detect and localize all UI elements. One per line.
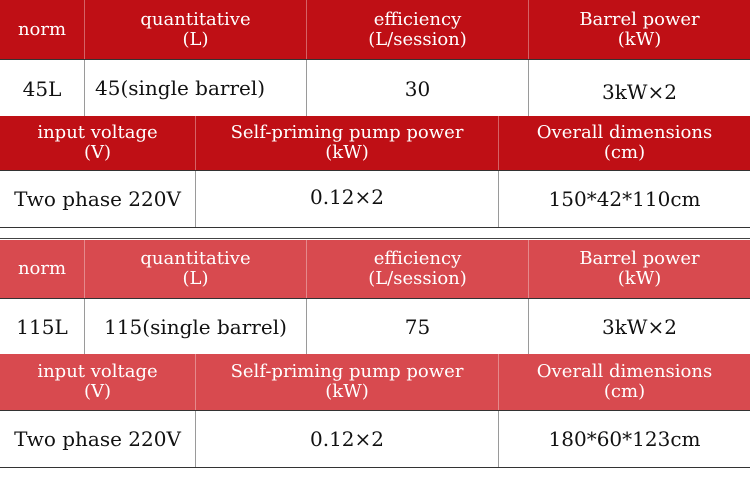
value-dimensions: 150*42*110cm xyxy=(498,171,750,227)
value-efficiency: 30 xyxy=(306,60,528,117)
spec-header-row-2: input voltage (V) Self-priming pump powe… xyxy=(0,116,750,170)
value-dimensions: 180*60*123cm xyxy=(498,411,750,467)
header-dimensions-unit: (cm) xyxy=(603,142,646,163)
header-input-voltage-unit: (V) xyxy=(83,142,112,163)
value-norm: 45L xyxy=(0,60,84,117)
table-divider xyxy=(0,238,750,239)
header-quantitative-label: quantitative xyxy=(140,9,251,30)
header-barrel-power-label: Barrel power xyxy=(579,9,700,30)
value-norm: 115L xyxy=(0,299,84,355)
header-quantitative-label: quantitative xyxy=(140,248,251,269)
header-barrel-power-unit: (kW) xyxy=(617,29,662,50)
value-input-voltage-text: Two phase 220V xyxy=(14,187,181,211)
value-barrel-power-text: 3kW×2 xyxy=(602,315,677,339)
header-dimensions: Overall dimensions (cm) xyxy=(498,116,750,170)
header-input-voltage-unit: (V) xyxy=(83,381,112,402)
value-quantitative-text: 115(single barrel) xyxy=(104,315,287,339)
header-input-voltage-label: input voltage xyxy=(37,361,158,382)
spec-table-115l: norm quantitative (L) efficiency (L/sess… xyxy=(0,240,750,468)
spec-table-45l: norm quantitative (L) efficiency (L/sess… xyxy=(0,0,750,228)
header-pump-power: Self-priming pump power (kW) xyxy=(195,354,498,410)
header-quantitative-unit: (L) xyxy=(182,29,209,50)
value-input-voltage: Two phase 220V xyxy=(0,411,195,467)
spec-value-row: 45L 45(single barrel) 30 3kW×2 xyxy=(0,59,750,118)
value-dimensions-text: 180*60*123cm xyxy=(548,427,701,451)
header-pump-power: Self-priming pump power (kW) xyxy=(195,116,498,170)
value-quantitative-text: 45(single barrel) xyxy=(95,76,266,100)
header-barrel-power-label: Barrel power xyxy=(579,248,700,269)
header-norm-label: norm xyxy=(17,258,67,279)
header-dimensions: Overall dimensions (cm) xyxy=(498,354,750,410)
header-efficiency-unit: (L/session) xyxy=(368,29,467,50)
header-dimensions-label: Overall dimensions xyxy=(536,122,713,143)
spec-value-row-2: Two phase 220V 0.12×2 180*60*123cm xyxy=(0,410,750,468)
header-barrel-power: Barrel power (kW) xyxy=(528,240,750,298)
value-pump-power-text: 0.12×2 xyxy=(309,427,384,451)
value-norm-text: 115L xyxy=(16,315,68,339)
header-input-voltage: input voltage (V) xyxy=(0,116,195,170)
header-pump-power-unit: (kW) xyxy=(325,381,369,402)
value-input-voltage: Two phase 220V xyxy=(0,171,195,227)
value-dimensions-text: 150*42*110cm xyxy=(548,187,701,211)
header-efficiency: efficiency (L/session) xyxy=(306,0,528,59)
value-input-voltage-text: Two phase 220V xyxy=(14,427,181,451)
header-efficiency-label: efficiency xyxy=(373,9,462,30)
header-efficiency: efficiency (L/session) xyxy=(306,240,528,298)
header-input-voltage: input voltage (V) xyxy=(0,354,195,410)
header-norm: norm xyxy=(0,240,84,298)
value-pump-power-text: 0.12×2 xyxy=(309,185,384,209)
value-efficiency-text: 75 xyxy=(404,315,431,339)
value-pump-power: 0.12×2 xyxy=(195,171,498,227)
header-quantitative: quantitative (L) xyxy=(84,240,306,298)
header-norm-label: norm xyxy=(17,18,67,40)
value-efficiency: 75 xyxy=(306,299,528,355)
value-quantitative: 45(single barrel) xyxy=(84,60,306,117)
value-barrel-power-text: 3kW×2 xyxy=(602,79,677,104)
header-barrel-power-unit: (kW) xyxy=(617,268,662,289)
header-efficiency-label: efficiency xyxy=(373,248,462,269)
value-efficiency-text: 30 xyxy=(404,76,431,101)
spec-value-row-2: Two phase 220V 0.12×2 150*42*110cm xyxy=(0,170,750,228)
value-norm-text: 45L xyxy=(22,76,62,101)
header-quantitative: quantitative (L) xyxy=(84,0,306,59)
value-barrel-power: 3kW×2 xyxy=(528,299,750,355)
value-pump-power: 0.12×2 xyxy=(195,411,498,467)
header-efficiency-unit: (L/session) xyxy=(368,268,467,289)
value-barrel-power: 3kW×2 xyxy=(528,60,750,117)
spec-header-row-2: input voltage (V) Self-priming pump powe… xyxy=(0,354,750,410)
header-dimensions-unit: (cm) xyxy=(603,381,646,402)
header-input-voltage-label: input voltage xyxy=(37,122,158,143)
spec-value-row: 115L 115(single barrel) 75 3kW×2 xyxy=(0,298,750,356)
value-quantitative: 115(single barrel) xyxy=(84,299,306,355)
header-dimensions-label: Overall dimensions xyxy=(536,361,713,382)
spec-header-row: norm quantitative (L) efficiency (L/sess… xyxy=(0,0,750,59)
header-barrel-power: Barrel power (kW) xyxy=(528,0,750,59)
spec-header-row: norm quantitative (L) efficiency (L/sess… xyxy=(0,240,750,298)
header-pump-power-unit: (kW) xyxy=(325,142,369,163)
header-pump-power-label: Self-priming pump power xyxy=(230,361,464,382)
header-pump-power-label: Self-priming pump power xyxy=(230,122,464,143)
header-quantitative-unit: (L) xyxy=(182,268,209,289)
header-norm: norm xyxy=(0,0,84,59)
